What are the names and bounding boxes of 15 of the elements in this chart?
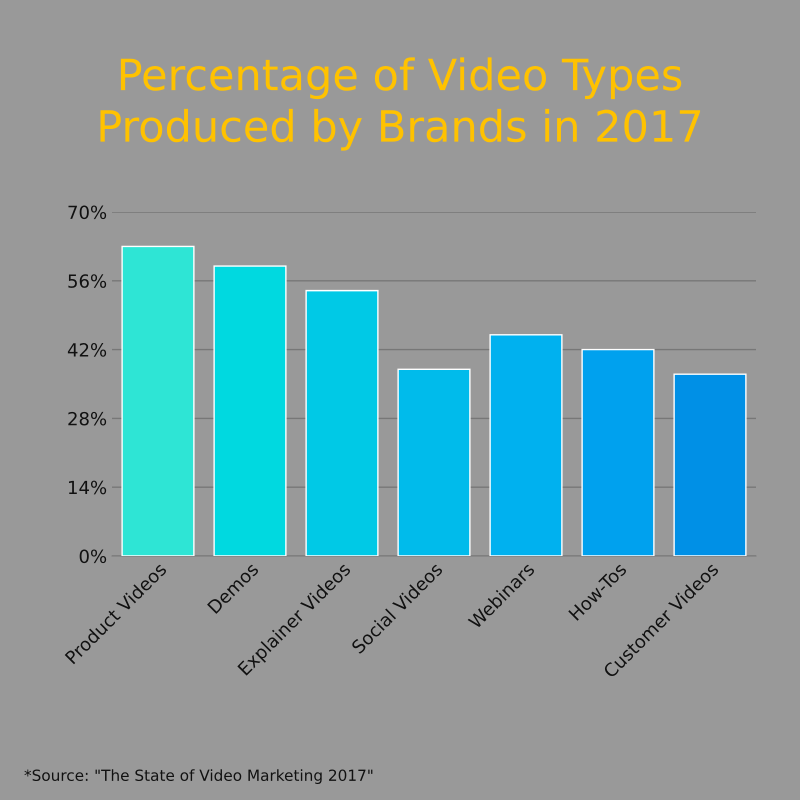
y-tick-label: 28%: [68, 412, 106, 426]
y-tick-label: 70%: [68, 205, 106, 220]
chart-title: Percentage of Video Types Produced by Brands in 2017: [100, 57, 700, 151]
y-tick-label: 0%: [80, 549, 106, 564]
bar: [489, 334, 563, 556]
y-tick-label: 56%: [68, 274, 106, 288]
y-tick-label: 42%: [68, 343, 106, 357]
bar: [305, 290, 379, 556]
bar: [397, 368, 471, 556]
y-tick-label: 14%: [68, 480, 106, 494]
bar: [121, 246, 195, 556]
text: *Source: "The State of Video Marketing 2017": [24, 769, 372, 784]
bar: [673, 373, 747, 556]
bar: [581, 348, 655, 556]
bar: [213, 265, 287, 556]
